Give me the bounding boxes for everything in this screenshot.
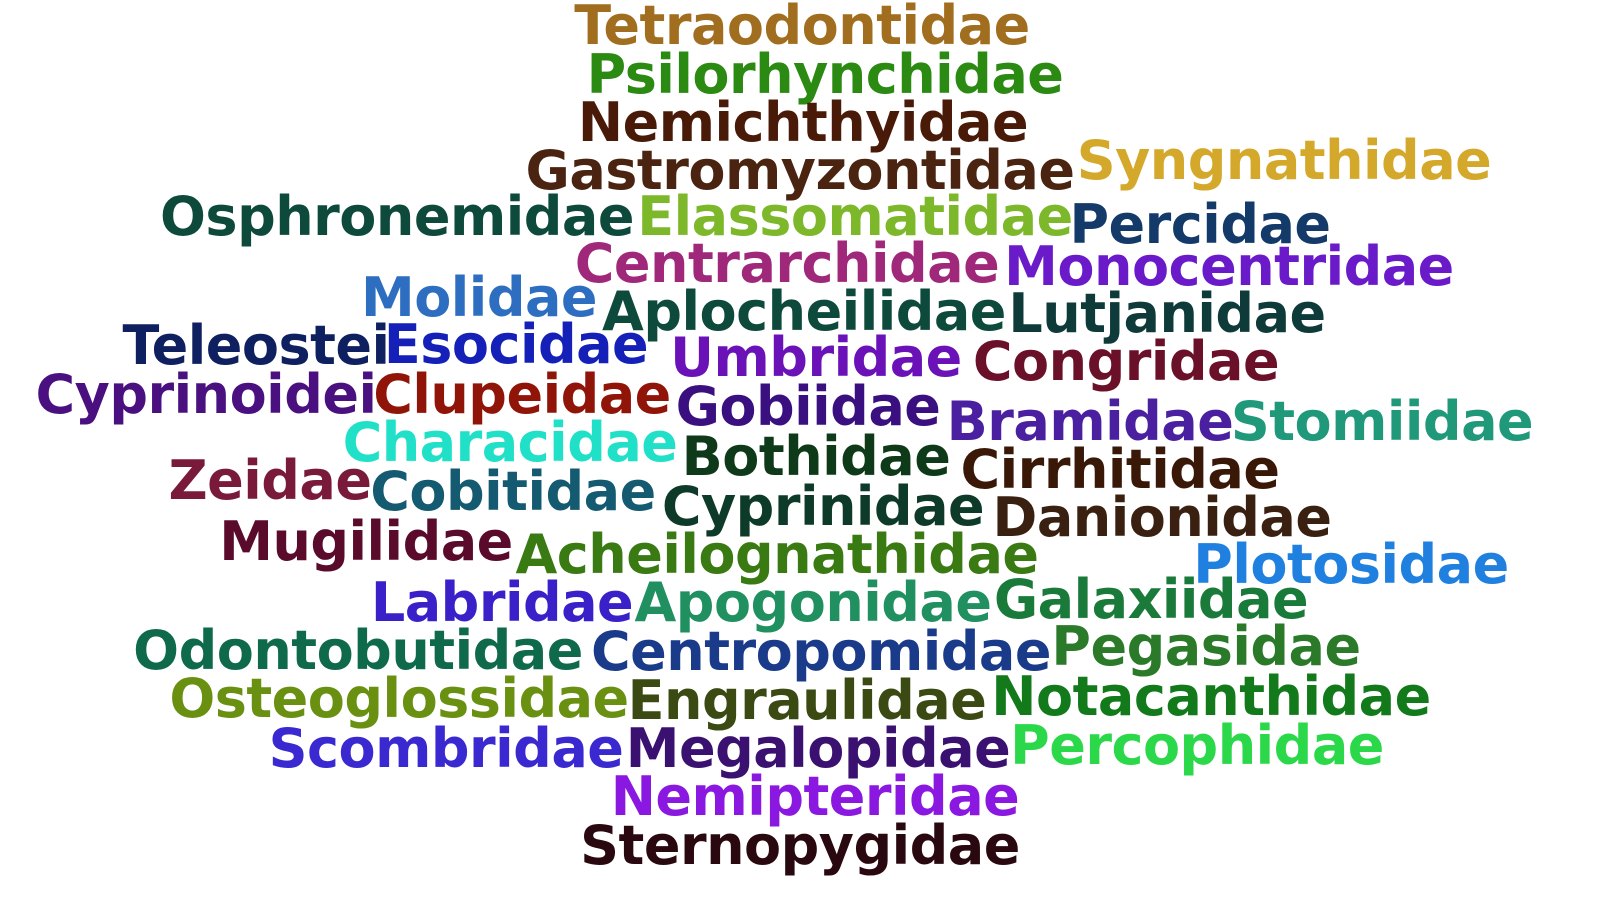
word-danionidae: Danionidae (992, 486, 1333, 549)
word-monocentridae: Monocentridae (1004, 235, 1454, 298)
word-nemipteridae: Nemipteridae (610, 765, 1020, 828)
word-megalopidae: Megalopidae (625, 717, 1011, 780)
word-pegasidae: Pegasidae (1051, 615, 1361, 678)
word-clupeidae: Clupeidae (373, 363, 671, 426)
word-nemichthyidae: Nemichthyidae (577, 91, 1029, 154)
word-centrarchidae: Centrarchidae (574, 232, 1000, 295)
word-syngnathidae: Syngnathidae (1076, 129, 1492, 192)
word-osphronemidae: Osphronemidae (160, 185, 634, 248)
word-congridae: Congridae (972, 330, 1280, 393)
word-galaxiidae: Galaxiidae (993, 568, 1309, 631)
word-apogonidae: Apogonidae (634, 571, 992, 634)
word-molidae: Molidae (360, 266, 598, 329)
word-lutjanidae: Lutjanidae (1008, 282, 1326, 345)
word-engraulidae: Engraulidae (627, 669, 987, 732)
word-scombridae: Scombridae (268, 717, 624, 780)
word-psilorhynchidae: Psilorhynchidae (586, 43, 1064, 106)
word-mugilidae: Mugilidae (219, 510, 513, 573)
word-stomiidae: Stomiidae (1230, 390, 1534, 453)
word-elassomatidae: Elassomatidae (637, 185, 1073, 248)
word-plotosidae: Plotosidae (1193, 533, 1509, 596)
word-umbridae: Umbridae (670, 326, 962, 389)
word-osteoglossidae: Osteoglossidae (169, 667, 629, 730)
word-cyprinoidei: Cyprinoidei (35, 363, 377, 426)
word-aplocheilidae: Aplocheilidae (602, 280, 1006, 343)
word-sternopygidae: Sternopygidae (580, 814, 1020, 877)
word-percidae: Percidae (1069, 193, 1331, 256)
word-odontobutidae: Odontobutidae (133, 619, 583, 682)
word-esocidae: Esocidae (383, 313, 649, 376)
word-zeidae: Zeidae (168, 449, 372, 512)
word-characidae: Characidae (342, 411, 678, 474)
word-percophidae: Percophidae (1010, 714, 1384, 777)
word-bothidae: Bothidae (681, 425, 951, 488)
word-tetraodontidae: Tetraodontidae (574, 0, 1030, 57)
word-centropomidae: Centropomidae (591, 620, 1052, 683)
word-bramidae: Bramidae (946, 390, 1234, 453)
word-teleostei: Teleostei (122, 314, 390, 377)
word-notacanthidae: Notacanthidae (991, 665, 1431, 728)
word-cyprinidae: Cyprinidae (661, 475, 985, 538)
word-labridae: Labridae (370, 571, 634, 634)
word-cobitidae: Cobitidae (370, 460, 656, 523)
word-cirrhitidae: Cirrhitidae (960, 438, 1280, 501)
word-gastromyzontidae: Gastromyzontidae (525, 139, 1075, 202)
word-acheilognathidae: Acheilognathidae (515, 523, 1039, 586)
word-gobiidae: Gobiidae (675, 375, 941, 438)
